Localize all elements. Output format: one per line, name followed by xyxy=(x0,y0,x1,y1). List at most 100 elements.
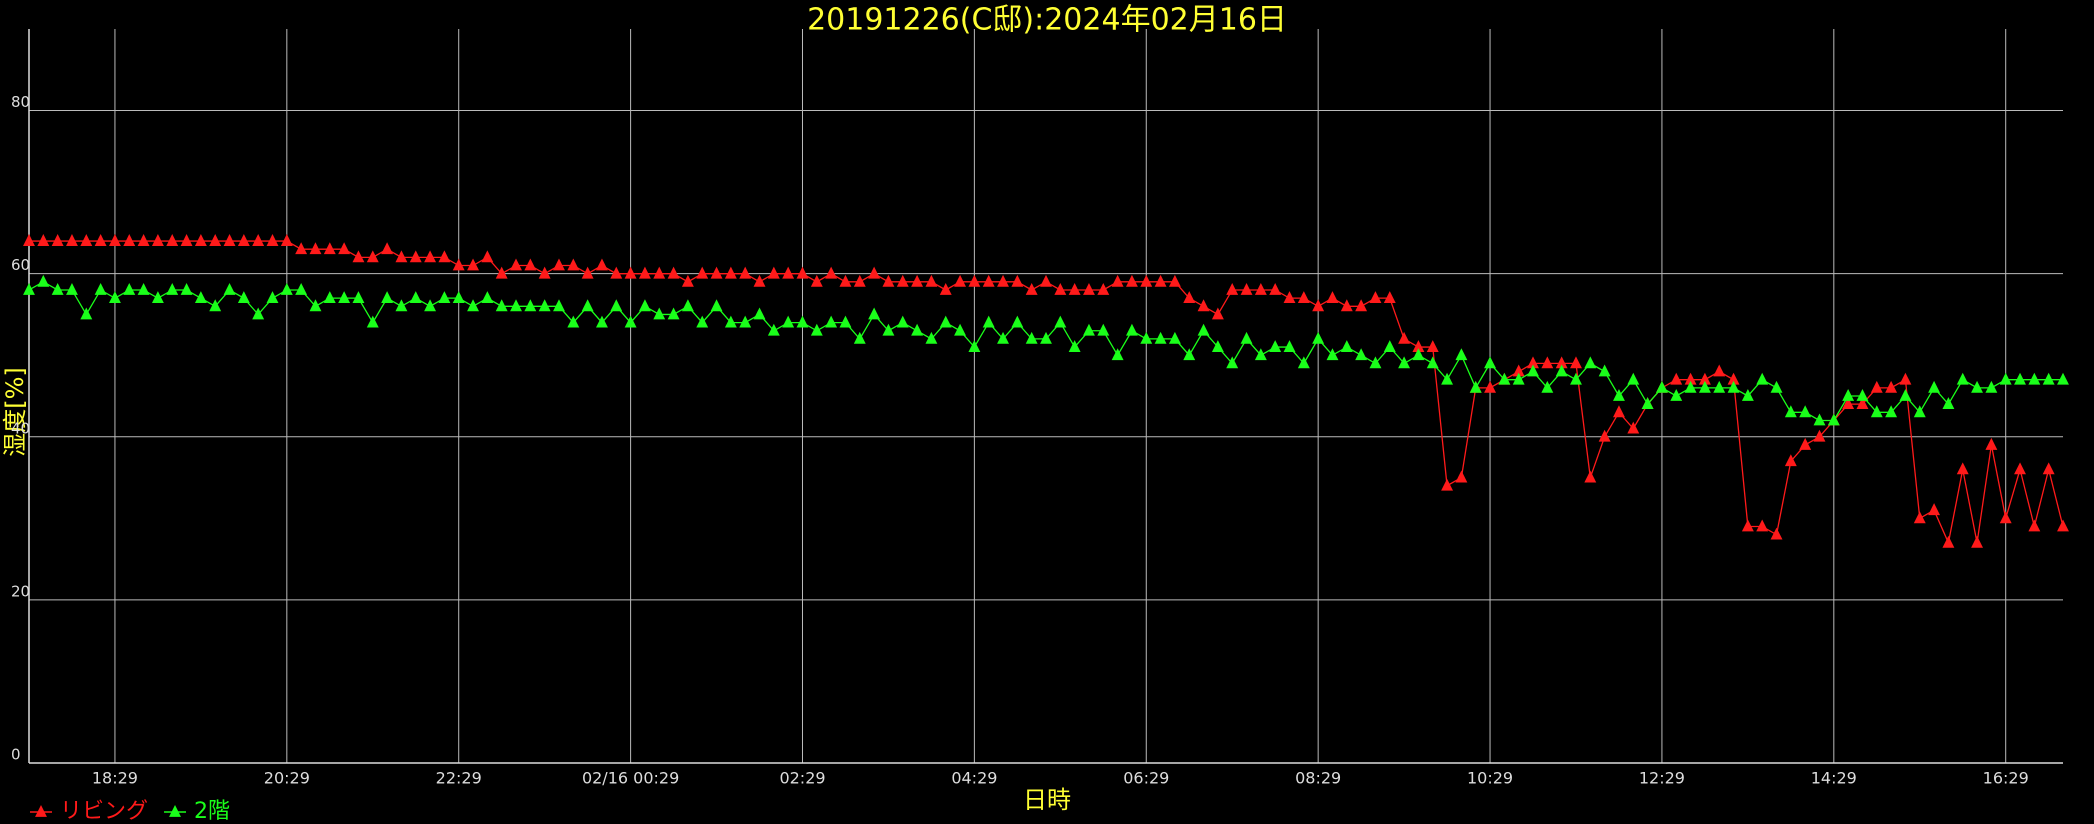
data-point xyxy=(1684,380,1697,393)
data-point xyxy=(467,299,479,312)
chart-title: 20191226(C邸):2024年02月16日 xyxy=(807,3,1287,38)
data-point xyxy=(1240,282,1253,295)
data-point xyxy=(1254,282,1267,295)
data-point xyxy=(381,242,394,255)
data-point xyxy=(982,315,995,328)
legend-marker xyxy=(35,805,47,817)
data-point xyxy=(638,299,651,312)
data-point xyxy=(753,274,766,287)
data-point xyxy=(510,299,522,312)
data-point xyxy=(1756,372,1769,385)
x-tick-label: 14:29 xyxy=(1811,769,1857,788)
data-point xyxy=(853,331,866,344)
data-point xyxy=(1971,380,1984,393)
data-point xyxy=(80,234,93,246)
data-point xyxy=(94,234,107,246)
data-point xyxy=(581,266,594,279)
data-point xyxy=(108,234,121,246)
data-point xyxy=(782,266,795,279)
data-point xyxy=(1684,372,1697,385)
data-point xyxy=(796,266,809,279)
data-point xyxy=(1011,274,1024,287)
data-point xyxy=(1183,291,1196,304)
data-point xyxy=(123,282,136,295)
data-point xyxy=(1770,380,1783,393)
data-point xyxy=(724,266,737,279)
data-point xyxy=(1412,340,1425,352)
data-point xyxy=(409,291,422,304)
data-point xyxy=(1054,315,1067,328)
data-point xyxy=(882,274,895,287)
data-point xyxy=(151,291,164,304)
data-point xyxy=(395,299,408,312)
data-point xyxy=(1211,307,1224,320)
data-point xyxy=(1054,282,1067,295)
data-point xyxy=(1426,340,1439,352)
data-point xyxy=(2057,519,2069,532)
data-point xyxy=(338,242,351,255)
data-point xyxy=(1613,405,1625,418)
data-point xyxy=(1369,291,1382,304)
data-point xyxy=(1541,380,1554,393)
data-point xyxy=(1140,274,1153,287)
data-point xyxy=(1555,356,1568,369)
data-point xyxy=(896,274,909,287)
data-point xyxy=(810,323,823,336)
data-point xyxy=(1083,323,1095,336)
data-point xyxy=(1254,348,1267,361)
data-point xyxy=(696,266,709,279)
data-point xyxy=(954,323,967,336)
data-point xyxy=(1784,454,1797,467)
data-point xyxy=(667,266,680,279)
data-point xyxy=(1097,282,1110,295)
data-point xyxy=(23,282,35,295)
data-point xyxy=(1928,380,1941,393)
data-point xyxy=(381,291,394,304)
data-point xyxy=(1211,340,1224,352)
data-point xyxy=(1355,348,1368,361)
y-tick-label: 40 xyxy=(11,419,30,437)
data-point xyxy=(553,299,565,312)
data-point xyxy=(997,331,1009,344)
y-tick-label: 80 xyxy=(11,93,30,111)
data-point xyxy=(596,315,608,328)
data-point xyxy=(1999,511,2012,524)
data-point xyxy=(825,315,838,328)
data-point xyxy=(495,266,508,279)
data-point xyxy=(1956,462,1969,475)
data-point xyxy=(1928,503,1941,516)
data-point xyxy=(939,315,952,328)
data-point xyxy=(1713,380,1726,393)
data-point xyxy=(1870,405,1883,418)
data-point xyxy=(1111,274,1124,287)
x-tick-label: 06:29 xyxy=(1123,769,1169,788)
data-point xyxy=(538,266,551,279)
data-point xyxy=(1326,291,1339,304)
data-point xyxy=(1899,389,1912,401)
data-point xyxy=(1197,299,1210,312)
data-point xyxy=(925,274,938,287)
data-point xyxy=(151,234,164,246)
data-point xyxy=(395,250,408,263)
data-point xyxy=(1011,315,1024,328)
data-point xyxy=(23,234,35,246)
data-point xyxy=(223,282,236,295)
x-tick-label: 10:29 xyxy=(1467,769,1513,788)
data-point xyxy=(1870,380,1883,393)
x-tick-label: 18:29 xyxy=(92,769,138,788)
data-point xyxy=(1083,282,1095,295)
data-point xyxy=(194,291,207,304)
data-point xyxy=(137,282,150,295)
data-point xyxy=(1899,372,1912,385)
data-point xyxy=(37,234,50,246)
data-point xyxy=(1942,535,1955,548)
data-point xyxy=(739,266,752,279)
legend-label: 2階 xyxy=(194,799,230,824)
data-point xyxy=(338,291,351,304)
data-point xyxy=(223,234,236,246)
data-point xyxy=(696,315,709,328)
data-point xyxy=(1383,340,1396,352)
data-point xyxy=(825,266,838,279)
data-point xyxy=(1125,274,1138,287)
